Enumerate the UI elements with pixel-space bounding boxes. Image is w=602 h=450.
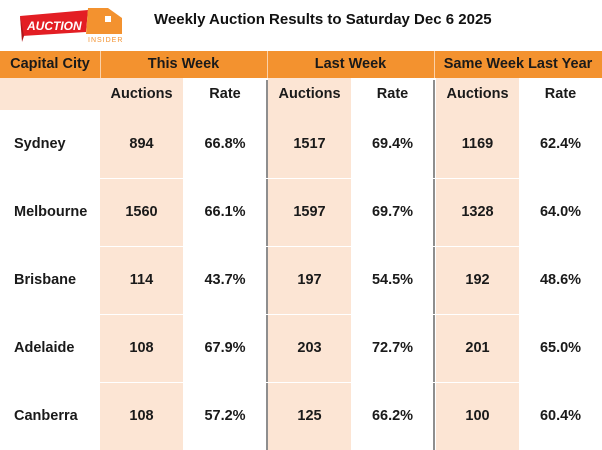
auctions-column-bg <box>268 78 351 450</box>
auctions-column-bg <box>100 78 183 450</box>
auctions-cell: 1597 <box>293 204 326 220</box>
subheader-auctions: Auctions <box>110 86 173 102</box>
header-capital-city: Capital City <box>10 56 90 72</box>
auctions-cell: 203 <box>297 340 322 356</box>
subheader-rate: Rate <box>376 86 409 102</box>
row-separator <box>0 178 602 179</box>
rate-cell: 66.2% <box>371 408 414 424</box>
rate-cell: 66.8% <box>204 136 246 152</box>
auctions-cell: 108 <box>129 340 154 356</box>
city-subheader-bg <box>0 78 100 110</box>
auctions-cell: 197 <box>297 272 322 288</box>
rate-cell: 66.1% <box>204 204 246 220</box>
auction-insider-logo: AUCTION INSIDER <box>20 8 123 42</box>
city-name: Sydney <box>14 136 66 152</box>
rate-cell: 69.7% <box>371 204 414 220</box>
header-same-week-last-year: Same Week Last Year <box>443 56 593 72</box>
subheader-rate: Rate <box>209 86 241 102</box>
rate-cell: 54.5% <box>371 272 414 288</box>
header-divider <box>434 51 435 78</box>
auctions-cell: 894 <box>129 136 154 152</box>
city-name: Canberra <box>14 408 78 424</box>
row-separator <box>0 246 602 247</box>
auctions-cell: 1328 <box>461 204 494 220</box>
auctions-cell: 108 <box>129 408 154 424</box>
auctions-cell: 201 <box>465 340 490 356</box>
city-name: Adelaide <box>14 340 75 356</box>
column-divider <box>433 80 435 450</box>
city-name: Brisbane <box>14 272 77 288</box>
rate-cell: 69.4% <box>371 136 414 152</box>
rate-cell: 62.4% <box>539 136 582 152</box>
svg-text:AUCTION: AUCTION <box>26 19 82 33</box>
rate-cell: 72.7% <box>371 340 414 356</box>
rate-cell: 60.4% <box>539 408 582 424</box>
page-title: Weekly Auction Results to Saturday Dec 6… <box>154 11 492 28</box>
header-divider <box>267 51 268 78</box>
auctions-cell: 100 <box>465 408 490 424</box>
rate-cell: 67.9% <box>204 340 246 356</box>
city-name: Melbourne <box>14 204 88 220</box>
rate-cell: 48.6% <box>539 272 582 288</box>
row-separator <box>0 382 602 383</box>
auctions-cell: 192 <box>465 272 490 288</box>
rate-cell: 57.2% <box>204 408 246 424</box>
subheader-rate: Rate <box>544 86 577 102</box>
auctions-cell: 125 <box>297 408 322 424</box>
row-separator <box>0 314 602 315</box>
header-last-week: Last Week <box>314 56 387 72</box>
auctions-column-bg <box>436 78 519 450</box>
auctions-cell: 1560 <box>125 204 158 220</box>
header-divider <box>100 51 101 78</box>
svg-text:INSIDER: INSIDER <box>88 37 123 42</box>
auctions-cell: 1517 <box>293 136 326 152</box>
subheader-auctions: Auctions <box>278 86 341 102</box>
header-this-week: This Week <box>147 56 220 72</box>
column-divider <box>266 80 268 450</box>
auctions-cell: 1169 <box>461 136 494 152</box>
auctions-cell: 114 <box>129 272 154 288</box>
rate-cell: 64.0% <box>539 204 582 220</box>
rate-cell: 65.0% <box>539 340 582 356</box>
subheader-auctions: Auctions <box>446 86 509 102</box>
rate-cell: 43.7% <box>204 272 246 288</box>
